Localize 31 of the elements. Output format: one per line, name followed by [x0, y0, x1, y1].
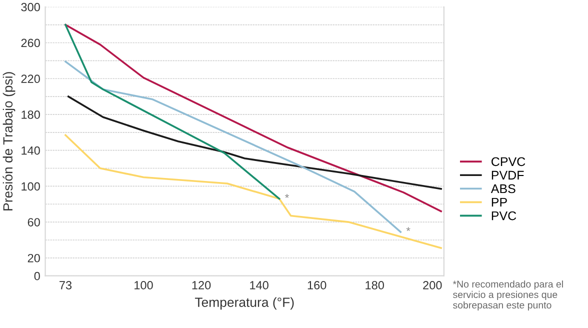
line-series: [67, 96, 442, 190]
line-series: [64, 134, 442, 249]
x-axis-title: Temperatura (°F): [194, 297, 294, 310]
annotation: *: [285, 194, 289, 198]
legend-label: PP: [492, 198, 507, 207]
y-tick-label: 60: [28, 218, 40, 226]
line-series: [64, 24, 442, 212]
line-series: [64, 24, 280, 200]
y-tick-label: 220: [21, 74, 40, 84]
y-tick-label: 260: [21, 38, 40, 48]
legend-label: PVC: [492, 211, 516, 220]
x-tick-label: 100: [134, 281, 153, 290]
legend-label: CPVC: [492, 157, 526, 166]
x-tick-label: 200: [423, 281, 442, 290]
annotation: *: [406, 227, 410, 232]
y-tick-label: 0: [34, 272, 40, 280]
legend-label: PVDF: [492, 170, 524, 180]
y-tick-label: 140: [22, 146, 40, 155]
y-tick-label: 100: [22, 182, 40, 191]
y-axis-title: Presión de Trabajo (psi): [2, 72, 16, 210]
y-tick-label: 20: [28, 254, 40, 262]
x-tick-label: 160: [308, 281, 326, 290]
y-tick-label: 300: [21, 2, 40, 12]
x-tick-label: 73: [60, 281, 72, 290]
legend-label: ABS: [490, 184, 516, 194]
text: *No recomendado para el servicio a presiones que sobrepasan este punto: [452, 280, 563, 310]
x-tick-label: 180: [366, 281, 384, 290]
x-tick-label: 140: [250, 281, 268, 290]
x-tick-label: 120: [192, 281, 211, 290]
y-tick-label: 180: [22, 110, 40, 119]
line-series: [64, 60, 402, 233]
